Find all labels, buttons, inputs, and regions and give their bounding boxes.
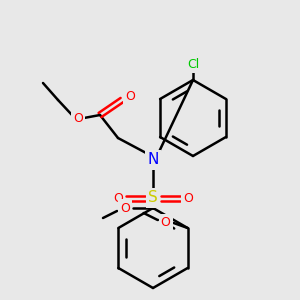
Text: O: O xyxy=(73,112,83,124)
Text: Cl: Cl xyxy=(187,58,199,70)
Text: O: O xyxy=(161,217,171,230)
Text: N: N xyxy=(147,152,159,167)
Text: O: O xyxy=(183,191,193,205)
Text: O: O xyxy=(125,89,135,103)
Text: O: O xyxy=(120,202,130,214)
Text: S: S xyxy=(148,190,158,206)
Text: O: O xyxy=(113,191,123,205)
